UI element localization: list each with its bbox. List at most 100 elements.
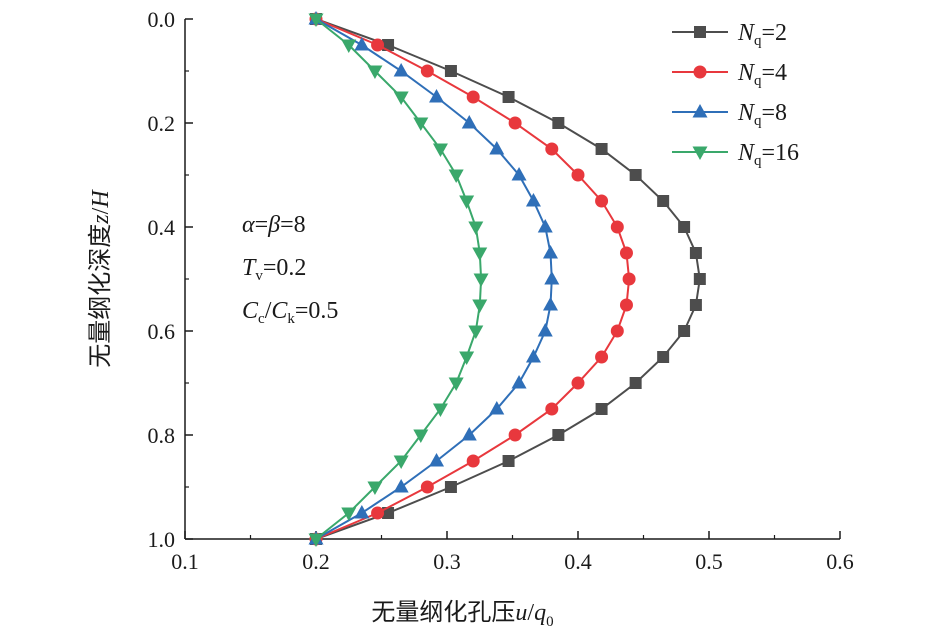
data-point	[689, 299, 702, 311]
data-point	[489, 141, 505, 155]
data-point	[689, 247, 702, 259]
annotation-block: α=β=8 Tv=0.2 Cc/Ck=0.5	[242, 212, 338, 327]
data-point	[354, 505, 370, 519]
x-tick-label: 0.1	[171, 549, 199, 574]
y-tick-label: 0.8	[148, 423, 176, 448]
data-point	[473, 273, 489, 287]
legend-marker	[692, 104, 708, 118]
legend-label: Nq=2	[737, 20, 787, 49]
data-point	[525, 193, 541, 207]
data-point	[466, 90, 480, 104]
data-point	[552, 429, 565, 441]
annotation-tv: Tv=0.2	[242, 255, 306, 284]
data-point	[595, 350, 609, 364]
data-point	[508, 116, 522, 130]
data-point	[466, 454, 480, 468]
data-point	[511, 167, 527, 181]
data-point	[367, 481, 383, 495]
data-point	[678, 221, 691, 233]
data-point	[472, 247, 488, 261]
data-point	[308, 533, 324, 547]
data-point	[542, 297, 558, 311]
data-point	[693, 273, 706, 285]
data-point	[341, 39, 357, 53]
data-point	[367, 65, 383, 79]
data-point	[444, 481, 457, 493]
data-point	[508, 428, 522, 442]
data-point	[537, 219, 553, 233]
data-point	[354, 37, 370, 51]
data-point	[622, 272, 636, 286]
data-point	[502, 455, 515, 467]
x-axis-title: 无量纲化孔压u/q0	[371, 598, 553, 630]
legend-item: Nq=4	[672, 60, 787, 89]
x-tick-label: 0.5	[695, 549, 723, 574]
data-point	[502, 91, 515, 103]
legend-item: Nq=2	[672, 20, 787, 49]
y-tick-label: 0.0	[148, 7, 176, 32]
data-point	[595, 143, 608, 155]
data-point	[629, 377, 642, 389]
data-point	[448, 169, 464, 183]
data-point	[371, 506, 385, 520]
x-tick-label: 0.4	[564, 549, 592, 574]
data-point	[393, 63, 409, 77]
legend-label: Nq=8	[737, 100, 787, 129]
data-point	[537, 323, 553, 337]
data-point	[393, 455, 409, 469]
legend-item: Nq=8	[672, 100, 787, 129]
data-point	[552, 117, 565, 129]
y-tick-label: 0.2	[148, 111, 176, 136]
legend-label: Nq=16	[737, 140, 799, 169]
data-point	[629, 169, 642, 181]
y-tick-label: 0.4	[148, 215, 176, 240]
y-tick-label: 1.0	[148, 527, 176, 552]
data-point	[595, 403, 608, 415]
data-point	[610, 324, 624, 338]
data-point	[544, 271, 560, 285]
data-point	[619, 246, 633, 260]
data-point	[525, 349, 541, 363]
data-point	[468, 221, 484, 235]
annotation-cc-ck: Cc/Ck=0.5	[242, 298, 338, 327]
data-point	[393, 91, 409, 105]
legend: Nq=2 Nq=4 Nq=8 Nq=16	[672, 20, 799, 169]
legend-marker	[694, 26, 706, 38]
data-point	[545, 402, 559, 416]
data-point	[657, 351, 670, 363]
data-point	[393, 479, 409, 493]
data-point	[420, 480, 434, 494]
data-point	[461, 427, 477, 441]
series-1	[310, 13, 706, 545]
data-point	[341, 507, 357, 521]
data-point	[459, 351, 475, 365]
data-point	[595, 194, 609, 208]
data-point	[448, 377, 464, 391]
y-tick-label: 0.6	[148, 319, 176, 344]
data-point	[472, 299, 488, 313]
legend-marker	[693, 65, 707, 79]
y-axis-title: 无量纲化深度z/H	[86, 189, 114, 368]
data-point	[420, 64, 434, 78]
legend-item: Nq=16	[672, 140, 799, 169]
data-point	[678, 325, 691, 337]
data-point	[571, 168, 585, 182]
data-point	[468, 325, 484, 339]
x-tick-label: 0.3	[433, 549, 461, 574]
data-point	[413, 429, 429, 443]
x-tick-label: 0.6	[826, 549, 854, 574]
data-point	[429, 89, 445, 103]
series-layer	[308, 11, 706, 547]
data-point	[429, 453, 445, 467]
data-point	[489, 401, 505, 415]
x-tick-label: 0.2	[302, 549, 330, 574]
annotation-alpha-beta: α=β=8	[242, 212, 306, 238]
data-point	[413, 117, 429, 131]
data-point	[444, 65, 457, 77]
legend-marker	[692, 146, 708, 160]
data-point	[308, 13, 324, 27]
series-2	[309, 12, 636, 546]
data-point	[571, 376, 585, 390]
data-point	[542, 245, 558, 259]
